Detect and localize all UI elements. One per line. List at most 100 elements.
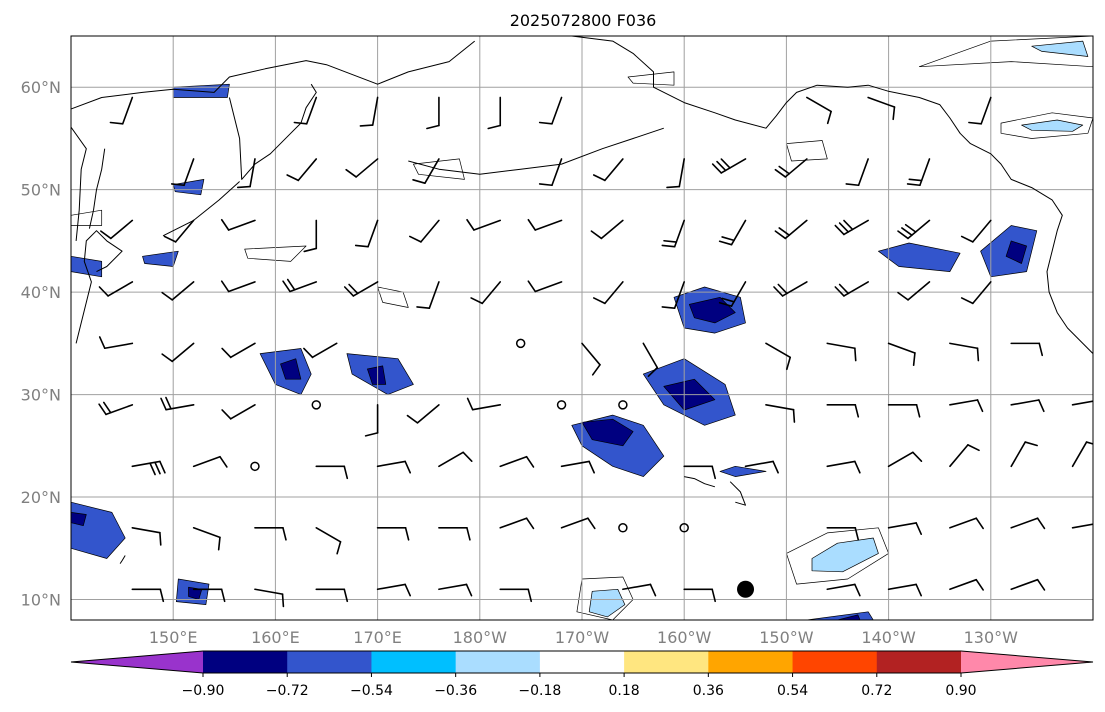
- calm-wind-circle: [679, 523, 689, 533]
- wind-barb: [1010, 517, 1046, 530]
- wind-barb: [774, 219, 808, 240]
- wind-barb: [315, 588, 349, 603]
- wind-barb: [161, 281, 195, 301]
- barb-shaft: [227, 219, 256, 231]
- barb-flag: [303, 247, 318, 253]
- barb-shaft: [311, 342, 338, 359]
- barb-flag: [711, 163, 723, 174]
- barb-flag: [364, 432, 379, 437]
- barb-flag: [163, 235, 177, 243]
- barb-shaft: [622, 583, 652, 591]
- barb-shaft: [229, 404, 256, 420]
- lat-label: 60°N: [21, 78, 61, 97]
- shaded-region: [1021, 119, 1084, 132]
- barb-flag: [219, 455, 228, 468]
- lon-label: 130°W: [964, 628, 1019, 647]
- wind-barb: [343, 281, 379, 297]
- barb-shaft: [949, 517, 978, 529]
- barb-flag: [406, 414, 419, 424]
- barb-flag: [854, 583, 861, 597]
- barb-flag: [649, 583, 657, 597]
- wind-barb: [1010, 342, 1044, 357]
- calm-wind-circle: [618, 523, 628, 533]
- barb-flag: [912, 451, 923, 463]
- barb-flag: [854, 460, 861, 474]
- barb-flag: [525, 517, 535, 530]
- coastline: [119, 555, 126, 564]
- barb-flag: [404, 460, 412, 474]
- barb-shaft: [254, 588, 284, 595]
- coastlines: [71, 36, 1093, 564]
- calm-wind-circle: [556, 400, 567, 410]
- map-area: [71, 36, 1105, 620]
- wind-barb: [109, 96, 134, 125]
- lon-label: 150°W: [759, 628, 814, 647]
- wind-barb: [345, 158, 379, 178]
- barb-flag: [161, 291, 173, 301]
- wind-barb: [192, 526, 221, 551]
- shaded-region: [878, 242, 961, 272]
- barb-shaft: [551, 158, 563, 187]
- barb-flag: [160, 397, 167, 411]
- barb-flag: [592, 174, 606, 182]
- wind-barb: [315, 526, 342, 555]
- shaded-fields: [71, 36, 1093, 620]
- wind-barb: [303, 219, 318, 253]
- colorbar: [70, 650, 1094, 674]
- barb-shaft: [949, 399, 979, 406]
- wind-barb: [1010, 441, 1038, 468]
- coastline: [729, 481, 746, 506]
- wind-barb: [409, 219, 440, 243]
- barb-shaft: [471, 404, 502, 411]
- barb-flag: [159, 588, 165, 603]
- calm-wind-circle: [311, 400, 322, 410]
- barb-flag: [281, 593, 285, 608]
- coastline: [75, 230, 123, 344]
- barb-flag: [588, 460, 595, 474]
- barb-flag: [711, 465, 717, 480]
- wind-barb: [538, 158, 563, 187]
- barb-flag: [834, 224, 845, 236]
- lon-label: 150°E: [149, 628, 198, 647]
- wind-barb: [131, 526, 162, 546]
- barb-flag: [591, 364, 601, 376]
- wind-barb: [867, 96, 896, 121]
- wind-barb: [887, 404, 921, 418]
- coastline: [71, 40, 476, 241]
- barb-shaft: [192, 455, 221, 468]
- barb-flag: [718, 240, 733, 246]
- wind-barb: [438, 583, 473, 597]
- barb-shaft: [972, 281, 992, 305]
- shaded-region: [627, 71, 675, 86]
- lon-label: 170°W: [555, 628, 610, 647]
- barb-shaft: [1071, 523, 1093, 529]
- colorbar-tick-label: 0.18: [609, 683, 640, 699]
- barb-shaft: [826, 460, 856, 468]
- barb-flag: [834, 286, 845, 297]
- wind-barb: [426, 96, 440, 130]
- barb-flag: [462, 451, 473, 463]
- shaded-region: [786, 140, 828, 162]
- colorbar-segment: [792, 651, 878, 673]
- wind-barb: [311, 400, 322, 410]
- barb-flag: [354, 244, 369, 248]
- wind-barb: [499, 517, 535, 530]
- barb-flag: [960, 235, 974, 243]
- wind-barb: [960, 219, 992, 243]
- coastline: [408, 127, 664, 175]
- barb-flag: [1100, 523, 1105, 534]
- lat-label: 30°N: [21, 386, 61, 405]
- barb-flag: [661, 306, 676, 310]
- barb-shaft: [867, 96, 896, 108]
- barb-flag: [98, 286, 109, 297]
- map-title: 2025072800 F036: [510, 11, 657, 30]
- barb-shaft: [183, 158, 195, 187]
- lon-label: 140°W: [861, 628, 916, 647]
- wind-barb: [466, 218, 502, 231]
- barb-flag: [527, 280, 537, 293]
- barb-flag: [897, 291, 909, 301]
- barb-flag: [470, 297, 484, 305]
- barb-flag: [912, 352, 916, 367]
- wind-barb: [887, 342, 916, 367]
- barb-shaft: [131, 526, 161, 534]
